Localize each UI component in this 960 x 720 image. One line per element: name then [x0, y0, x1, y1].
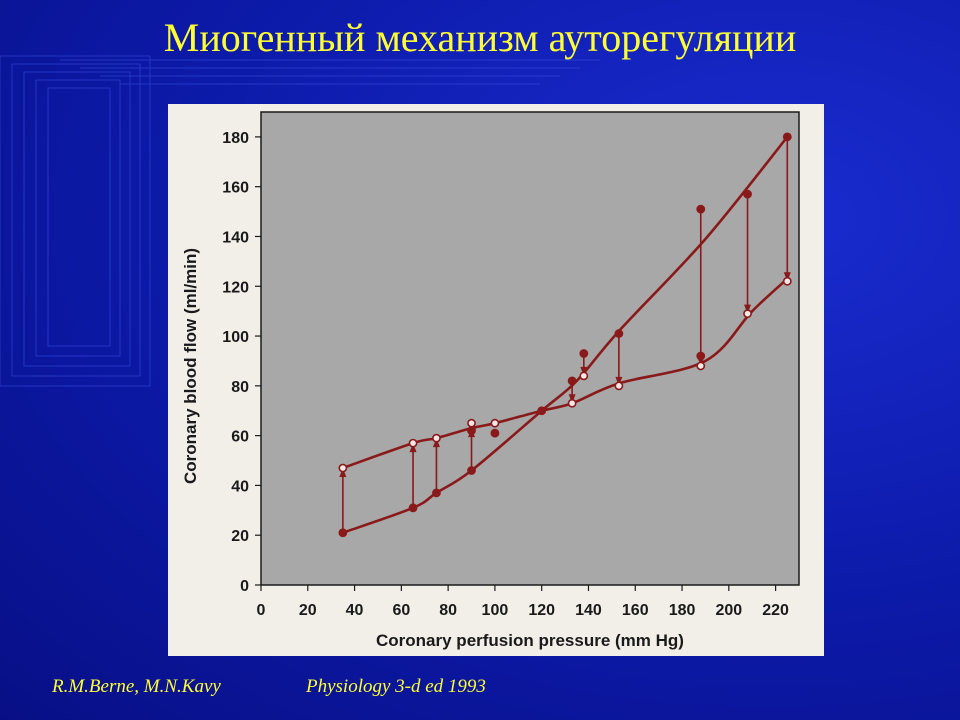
y-tick-label: 80: [231, 379, 249, 396]
chart-svg: 0 20 40 60 80 100 120 140 160 180 0 20 40 60 80 100 120 1…: [181, 111, 800, 650]
data-point-filled: [432, 488, 441, 498]
data-point-open: [579, 371, 589, 381]
data-point-filled: [696, 204, 706, 214]
data-point-filled: [467, 426, 476, 436]
y-tick-label: 20: [231, 528, 249, 545]
chart-photo: 0 20 40 60 80 100 120 140 160 180 0 20 40 60 80 100 120 1…: [168, 104, 824, 656]
arrow-head: [580, 366, 588, 376]
x-axis-label: Coronary perfusion pressure (mm Hg): [376, 631, 684, 650]
data-point-filled: [467, 466, 476, 475]
data-point-filled: [567, 376, 577, 386]
data-point-filled: [743, 189, 752, 199]
y-axis-label: Coronary blood flow (ml/min): [181, 248, 200, 484]
x-tick-label: 20: [299, 602, 317, 619]
x-tick-label: 160: [622, 602, 649, 619]
data-point-open: [782, 276, 792, 286]
data-point-filled: [338, 528, 348, 538]
x-tick-label: 60: [392, 602, 410, 619]
data-point-open: [490, 418, 500, 428]
y-tick-label: 60: [231, 429, 249, 446]
y-tick-label: 40: [231, 478, 249, 495]
data-point-open: [743, 309, 752, 319]
data-point-filled: [579, 349, 589, 358]
data-point-filled: [537, 406, 547, 416]
data-point-filled: [782, 132, 792, 142]
y-tick-label: 120: [222, 279, 249, 296]
y-tick-label: 180: [222, 130, 249, 147]
x-tick-label: 80: [439, 602, 457, 619]
data-point-filled: [408, 503, 418, 513]
footer-source: Physiology 3-d ed 1993: [306, 676, 486, 697]
arrow-head: [409, 443, 417, 453]
x-tick-label: 140: [575, 602, 602, 619]
data-point-open: [614, 381, 624, 391]
x-tick-label: 180: [669, 602, 696, 619]
x-tick-label: 120: [528, 602, 555, 619]
data-point-filled: [614, 329, 624, 338]
data-point-open: [338, 463, 348, 473]
data-point-open: [432, 433, 441, 443]
footer-authors: R.M.Berne, M.N.Kavy: [52, 676, 221, 697]
arrow-head: [568, 394, 576, 404]
data-point-open: [408, 438, 418, 448]
arrow-head: [744, 304, 752, 314]
x-tick-label: 100: [482, 602, 509, 619]
data-point-filled: [490, 428, 500, 438]
x-tick-label: 220: [762, 602, 789, 619]
y-tick-label: 0: [240, 578, 249, 595]
slide-title: Миогенный механизм ауторегуляции: [163, 15, 797, 60]
data-point-open: [467, 418, 476, 428]
y-tick-label: 140: [222, 229, 249, 246]
data-point-filled: [696, 351, 706, 361]
x-tick-label: 200: [715, 602, 742, 619]
data-point-open: [696, 361, 706, 371]
data-point-open: [567, 398, 577, 408]
y-tick-label: 160: [222, 180, 249, 197]
arrow-head: [615, 376, 623, 386]
arrow-head: [339, 467, 347, 477]
arrow-head: [432, 438, 440, 448]
x-tick-label: 40: [346, 602, 364, 619]
arrow-head: [783, 272, 791, 282]
plot-background: [260, 111, 800, 586]
x-tick-label: 0: [257, 602, 266, 619]
series-line-1: [342, 136, 789, 534]
y-tick-label: 100: [222, 329, 249, 346]
